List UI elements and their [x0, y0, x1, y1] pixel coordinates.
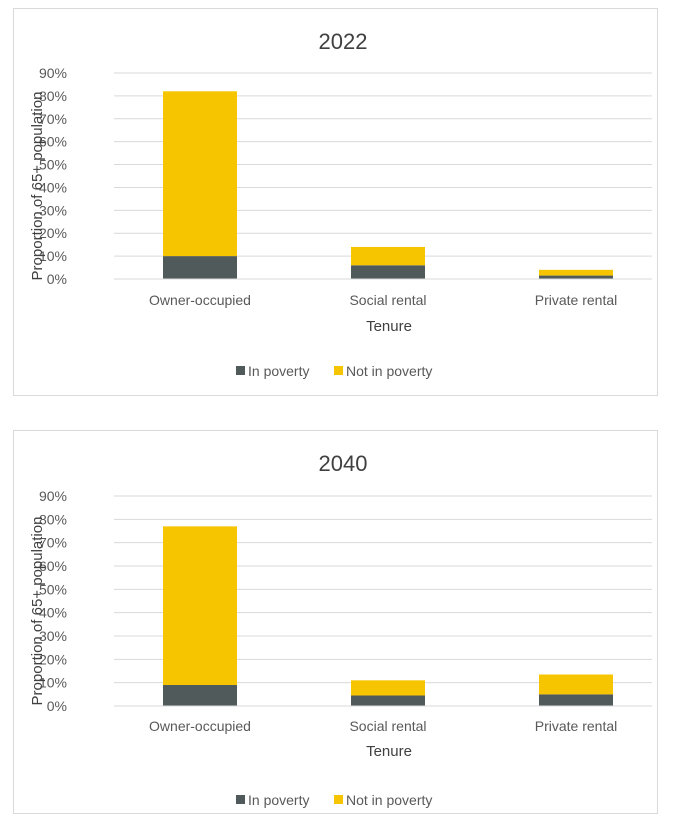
bar-in-poverty — [351, 695, 425, 706]
y-tick-label: 0% — [47, 271, 67, 287]
x-tick-label: Social rental — [349, 292, 426, 308]
chart-title: 2022 — [319, 29, 368, 54]
chart-2022: 2022 0% 10% 20% 30% 40% 50% 60% 70% 80% 90% Proport… — [13, 8, 658, 396]
y-tick-label: 90% — [39, 65, 67, 81]
bar-in-poverty — [539, 275, 613, 279]
bar-in-poverty — [163, 685, 237, 706]
y-tick-label: 40% — [39, 605, 67, 621]
bar-not-in-poverty — [539, 674, 613, 695]
legend-swatch — [334, 366, 343, 375]
y-tick-label: 60% — [39, 558, 67, 574]
y-tick-label: 20% — [39, 225, 67, 241]
y-tick-label: 20% — [39, 651, 67, 667]
legend-label: In poverty — [248, 363, 309, 379]
y-tick-label: 10% — [39, 675, 67, 691]
y-tick-label: 0% — [47, 698, 67, 714]
y-tick-label: 10% — [39, 248, 67, 264]
legend-swatch — [236, 366, 245, 375]
bar-not-in-poverty — [163, 91, 237, 257]
y-tick-label: 90% — [39, 488, 67, 504]
x-tick-label: Owner-occupied — [149, 718, 251, 734]
y-tick-label: 50% — [39, 581, 67, 597]
bar-in-poverty — [539, 694, 613, 706]
x-axis-label: Tenure — [366, 318, 412, 335]
legend-label: Not in poverty — [346, 792, 432, 808]
legend-label: Not in poverty — [346, 363, 432, 379]
y-tick-label: 30% — [39, 628, 67, 644]
x-tick-label: Private rental — [535, 718, 617, 734]
bar-not-in-poverty — [351, 680, 425, 696]
y-axis-label: Proportion of 65+ population — [29, 92, 46, 281]
y-tick-label: 50% — [39, 157, 67, 173]
y-tick-label: 60% — [39, 134, 67, 150]
chart-title: 2040 — [319, 451, 368, 476]
x-tick-label: Social rental — [349, 718, 426, 734]
legend-swatch — [334, 795, 343, 804]
chart-2040-svg: 2040 0% 10% 20% 30% 40% 50% 60% 70% 80% 90% Proport… — [29, 451, 652, 808]
bar-in-poverty — [351, 265, 425, 279]
y-axis-label: Proportion of 65+ population — [29, 517, 46, 706]
legend-label: In poverty — [248, 792, 309, 808]
y-tick-label: 70% — [39, 111, 67, 127]
y-tick-label: 40% — [39, 179, 67, 195]
bar-not-in-poverty — [539, 269, 613, 276]
y-tick-label: 80% — [39, 88, 67, 104]
chart-2040: 2040 0% 10% 20% 30% 40% 50% 60% 70% 80% 90% Proport… — [13, 430, 658, 814]
chart-2022-svg: 2022 0% 10% 20% 30% 40% 50% 60% 70% 80% 90% Proport… — [29, 29, 652, 379]
x-tick-label: Owner-occupied — [149, 292, 251, 308]
y-tick-label: 70% — [39, 535, 67, 551]
x-axis-label: Tenure — [366, 743, 412, 760]
y-tick-label: 80% — [39, 511, 67, 527]
legend-swatch — [236, 795, 245, 804]
y-tick-label: 30% — [39, 202, 67, 218]
x-tick-label: Private rental — [535, 292, 617, 308]
bar-in-poverty — [163, 256, 237, 279]
bar-not-in-poverty — [163, 526, 237, 685]
bar-not-in-poverty — [351, 246, 425, 266]
